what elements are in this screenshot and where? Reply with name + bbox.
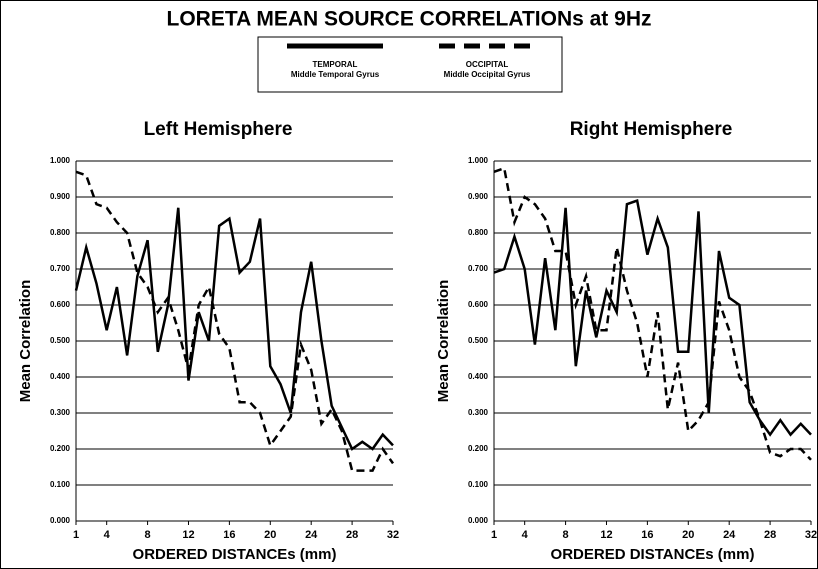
y-tick-label: 0.100: [50, 480, 71, 489]
y-tick-label: 0.300: [50, 408, 71, 417]
x-tick-label: 12: [600, 529, 612, 541]
x-tick-label: 20: [264, 529, 276, 541]
y-tick-label: 0.800: [50, 228, 71, 237]
legend-label: OCCIPITAL: [466, 60, 509, 69]
series-line: [493, 198, 812, 437]
x-tick-label: 28: [346, 529, 358, 541]
y-tick-label: 0.100: [468, 480, 489, 489]
x-tick-label: 8: [563, 529, 569, 541]
y-tick-label: 0.500: [50, 336, 71, 345]
chart-title: Left Hemisphere: [144, 119, 293, 140]
x-axis-label: ORDERED DISTANCEs (mm): [133, 546, 337, 563]
y-tick-label: 0.300: [468, 408, 489, 417]
y-tick-label: 0.500: [468, 336, 489, 345]
y-tick-label: 0.900: [50, 192, 71, 201]
y-tick-label: 0.700: [50, 264, 71, 273]
y-axis-label: Mean Correlation: [435, 280, 452, 403]
x-tick-label: 16: [223, 529, 235, 541]
x-tick-label: 20: [682, 529, 694, 541]
y-tick-label: 0.400: [468, 372, 489, 381]
y-tick-label: 0.600: [50, 300, 71, 309]
y-tick-label: 0.800: [468, 228, 489, 237]
legend-description: Middle Temporal Gyrus: [291, 70, 380, 79]
x-tick-label: 4: [104, 529, 111, 541]
x-tick-label: 24: [723, 529, 736, 541]
x-tick-label: 1: [73, 529, 79, 541]
y-tick-label: 0.000: [468, 516, 489, 525]
y-tick-label: 0.200: [468, 444, 489, 453]
series-line: [493, 166, 812, 461]
y-tick-label: 1.000: [468, 156, 489, 165]
x-tick-label: 4: [522, 529, 529, 541]
y-tick-label: 0.400: [50, 372, 71, 381]
series-line: [75, 170, 395, 472]
chart-title: Right Hemisphere: [570, 119, 733, 140]
x-tick-label: 8: [145, 529, 151, 541]
y-tick-label: 0.000: [50, 516, 71, 525]
series-line: [74, 207, 394, 451]
y-axis-label: Mean Correlation: [17, 280, 34, 403]
legend-description: Middle Occipital Gyrus: [444, 70, 531, 79]
x-tick-label: 12: [182, 529, 194, 541]
y-tick-label: 0.700: [468, 264, 489, 273]
x-tick-label: 32: [387, 529, 399, 541]
x-tick-label: 16: [641, 529, 653, 541]
x-tick-label: 28: [764, 529, 776, 541]
y-tick-label: 0.900: [468, 192, 489, 201]
x-tick-label: 24: [305, 529, 318, 541]
y-tick-label: 1.000: [50, 156, 71, 165]
figure-title: LORETA MEAN SOURCE CORRELATIONs at 9Hz: [167, 8, 652, 31]
y-tick-label: 0.600: [468, 300, 489, 309]
x-axis-label: ORDERED DISTANCEs (mm): [551, 546, 755, 563]
x-tick-label: 1: [491, 529, 497, 541]
x-tick-label: 32: [805, 529, 817, 541]
legend-label: TEMPORAL: [313, 60, 358, 69]
y-tick-label: 0.200: [50, 444, 71, 453]
